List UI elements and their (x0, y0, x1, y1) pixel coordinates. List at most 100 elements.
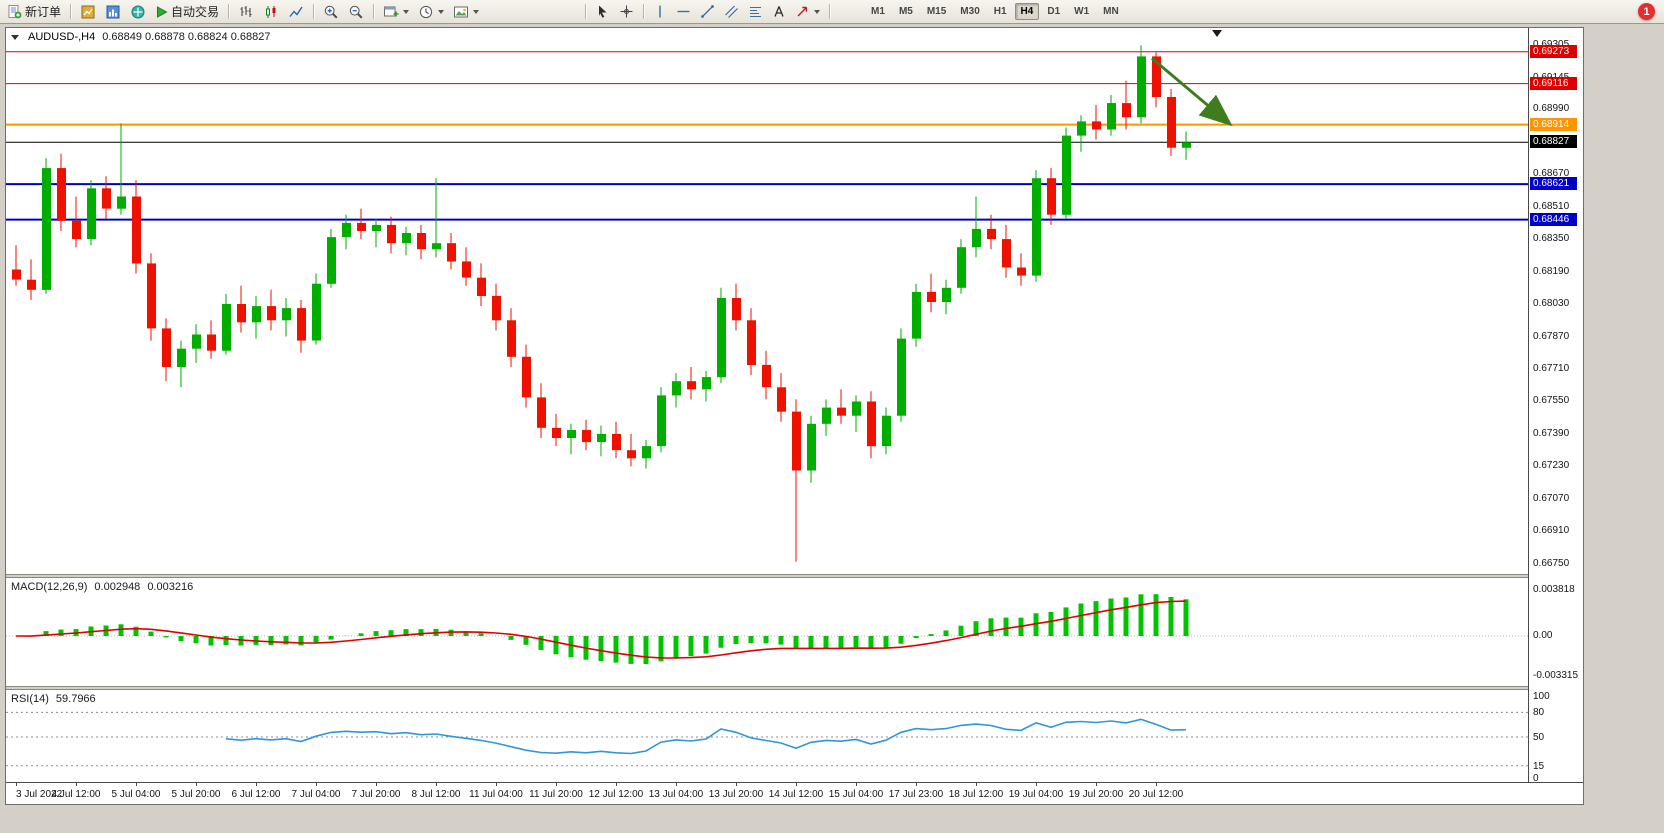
macd-signal-line (15, 600, 1187, 659)
macd-panel[interactable]: MACD(12,26,9) 0.002948 0.003216 (6, 578, 1528, 686)
chevron-down-icon (473, 9, 480, 14)
new-chart-button[interactable] (379, 2, 413, 22)
text-tool-button[interactable] (768, 2, 790, 22)
price-axis-label: 0.67070 (1533, 493, 1570, 504)
timeframe-button-m5[interactable]: M5 (898, 6, 913, 17)
autotrading-label: 自动交易 (171, 5, 220, 19)
price-level-badge: 0.68827 (1530, 135, 1577, 148)
price-axis[interactable]: 0.693050.691450.689900.686700.685100.683… (1528, 28, 1583, 784)
time-axis[interactable]: 3 Jul 2022 4 Jul 12:00 5 Jul 04:00 5 Jul 20… (6, 782, 1583, 804)
line-chart-button[interactable] (284, 2, 308, 22)
crosshair-button[interactable] (615, 2, 638, 22)
vertical-line-tool-button[interactable] (649, 2, 671, 22)
toolbar-separator (70, 4, 72, 19)
rsi-panel[interactable]: RSI(14) 59.7966 (6, 690, 1528, 782)
timeframe-button-m1[interactable]: M1 (871, 6, 885, 17)
data-window-button[interactable] (101, 2, 125, 22)
time-axis-tick (256, 783, 257, 786)
arrows-tool-button[interactable] (791, 2, 824, 22)
horizontal-line-tool-button[interactable] (672, 2, 695, 22)
channel-tool-button[interactable] (720, 2, 743, 22)
panel-divider-macd[interactable] (6, 574, 1583, 578)
price-axis-label: 0.68990 (1533, 103, 1570, 114)
bar-chart-button[interactable] (234, 2, 258, 22)
chart-shift-marker-icon[interactable] (1212, 30, 1222, 37)
time-axis-label: 5 Jul 04:00 (111, 789, 161, 800)
time-axis-tick (616, 783, 617, 786)
rsi-axis-label: 50 (1533, 732, 1545, 743)
one-click-collapse-icon[interactable] (11, 34, 19, 40)
time-axis-tick (556, 783, 557, 786)
price-axis-label: 0.67230 (1533, 460, 1570, 471)
new-order-button[interactable]: 新订单 (4, 2, 65, 22)
main-chart-canvas[interactable] (6, 28, 1528, 574)
chevron-down-icon (403, 9, 410, 14)
rsi-value: 59.7966 (55, 693, 96, 705)
navigator-button[interactable] (126, 2, 150, 22)
notification-badge[interactable]: 1 (1638, 3, 1655, 20)
macd-title: MACD(12,26,9) (11, 581, 88, 593)
time-axis-label: 13 Jul 20:00 (708, 789, 764, 800)
time-axis-tick (76, 783, 77, 786)
price-level-badge: 0.69273 (1530, 45, 1577, 58)
line-chart-icon (289, 6, 303, 17)
zoom-in-button[interactable] (319, 2, 343, 22)
crosshair-icon (620, 5, 633, 18)
fibonacci-tool-button[interactable] (744, 2, 767, 22)
equidistant-channel-icon (725, 5, 738, 18)
rsi-canvas[interactable] (6, 690, 1528, 782)
time-axis-label: 7 Jul 20:00 (351, 789, 401, 800)
rsi-title: RSI(14) (11, 693, 49, 705)
time-axis-label: 3 Jul 2022 (16, 789, 63, 800)
vertical-line-icon (659, 5, 661, 18)
periods-button[interactable] (414, 2, 448, 22)
macd-canvas[interactable] (6, 578, 1528, 686)
rsi-axis-label: 0 (1533, 773, 1539, 784)
macd-main-value: 0.002948 (94, 581, 141, 593)
timeframe-button-mn[interactable]: MN (1103, 6, 1119, 17)
time-axis-tick (796, 783, 797, 786)
main-chart-plot[interactable]: AUDUSD-,H4 0.68849 0.68878 0.68824 0.688… (6, 28, 1528, 574)
time-axis-tick (16, 783, 17, 786)
new-chart-icon (384, 6, 399, 16)
time-axis-label: 12 Jul 12:00 (588, 789, 644, 800)
rsi-axis-label: 80 (1533, 707, 1545, 718)
price-axis-label: 0.69305 (1533, 39, 1569, 51)
time-axis-tick (136, 783, 137, 786)
rsi-line (225, 718, 1187, 755)
time-axis-tick (1096, 783, 1097, 786)
time-axis-label: 19 Jul 04:00 (1008, 789, 1064, 800)
trend-arrow-annotation[interactable] (1151, 57, 1233, 127)
zoom-out-button[interactable] (344, 2, 368, 22)
market-watch-button[interactable] (76, 2, 100, 22)
price-level-badge: 0.68914 (1530, 118, 1577, 131)
autotrading-button[interactable]: 自动交易 (151, 2, 223, 22)
timeframe-button-d1[interactable]: D1 (1047, 6, 1061, 17)
toolbar-separator (228, 4, 230, 19)
time-axis-label: 5 Jul 20:00 (171, 789, 221, 800)
timeframe-button-h4[interactable]: H4 (1014, 3, 1040, 20)
templates-button[interactable] (449, 2, 483, 22)
cursor-button[interactable] (591, 2, 614, 22)
timeframe-button-w1[interactable]: W1 (1074, 6, 1090, 17)
panel-divider-rsi[interactable] (6, 686, 1583, 690)
price-axis-label: 0.66910 (1533, 525, 1570, 536)
trendline-tool-button[interactable] (696, 2, 719, 22)
time-axis-label: 19 Jul 20:00 (1068, 789, 1124, 800)
time-axis-tick (736, 783, 737, 786)
zoom-in-icon (324, 5, 338, 19)
bar-chart-icon (240, 5, 252, 17)
candle-chart-icon (266, 5, 276, 18)
macd-axis-label: 0.003818 (1533, 584, 1575, 595)
macd-axis-label: 0.00 (1533, 630, 1553, 641)
timeframe-button-h1[interactable]: H1 (993, 6, 1007, 17)
candle-chart-button[interactable] (259, 2, 283, 22)
chevron-down-icon (438, 9, 445, 14)
candles-layer (12, 45, 1191, 562)
toolbar-separator (585, 4, 587, 19)
time-axis-label: 18 Jul 12:00 (948, 789, 1004, 800)
timeframe-button-m15[interactable]: M15 (926, 6, 947, 17)
timeframe-button-m30[interactable]: M30 (960, 6, 980, 17)
new-order-label: 新订单 (25, 5, 62, 19)
time-axis-tick (196, 783, 197, 786)
